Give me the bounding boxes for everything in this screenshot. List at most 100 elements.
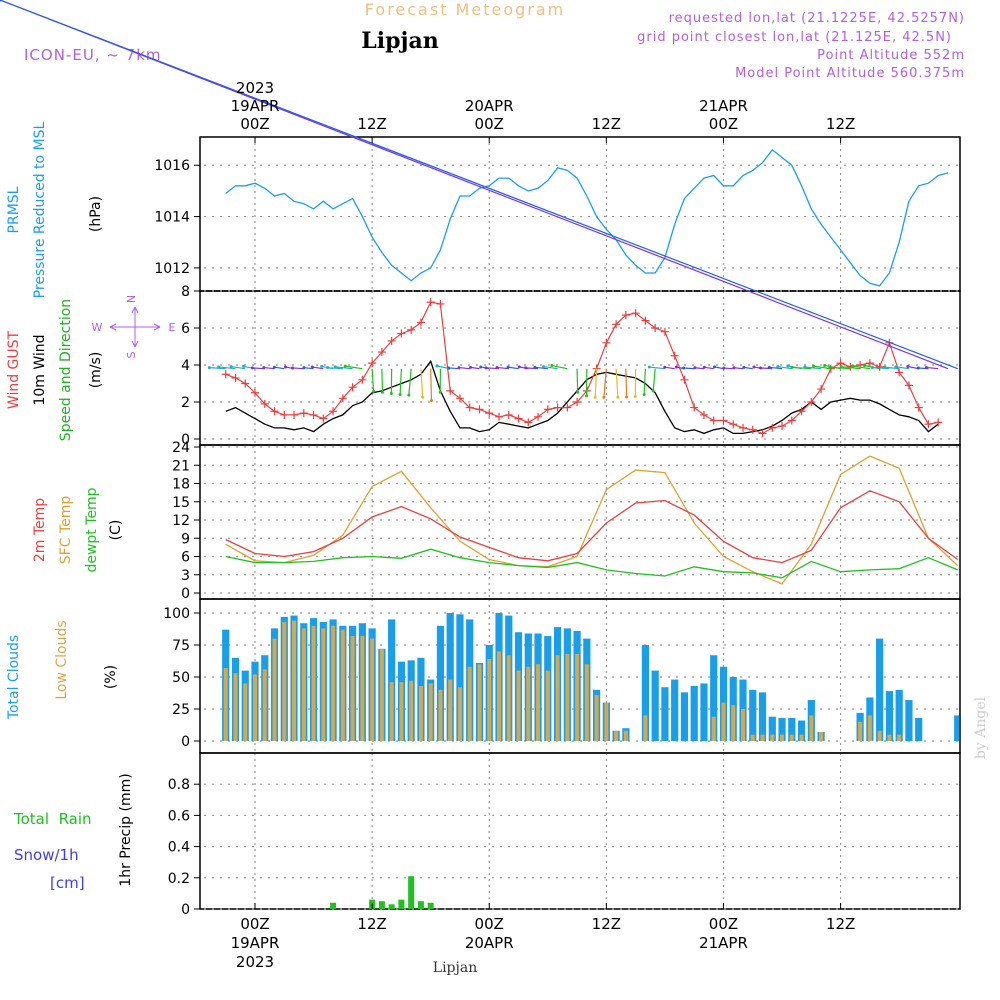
low-cloud-bar — [516, 670, 521, 741]
gust-marker — [651, 324, 660, 332]
low-cloud-bar — [409, 680, 414, 741]
gust-marker — [495, 412, 503, 421]
wind-arrow-head — [389, 391, 393, 395]
wind-arrow-head — [372, 389, 376, 393]
y-tick-label: 9 — [181, 531, 190, 547]
wind-arrow-head — [828, 365, 832, 369]
temp-unit: (C) — [108, 520, 124, 541]
wind-direction-arrow — [777, 365, 792, 370]
wind-direction-arrow — [576, 368, 579, 393]
gridpoint-coords: grid point closest lon,lat (21.125E, 42.… — [637, 30, 952, 45]
low-cloud-bar — [282, 621, 287, 741]
gust-marker — [231, 373, 240, 382]
wind-arrow-head — [326, 366, 330, 370]
y-tick-label: 12 — [172, 513, 190, 529]
low-cloud-bar — [253, 674, 257, 741]
wind-direction-arrow — [791, 366, 812, 370]
low-cloud-bar — [418, 685, 423, 741]
credit: by Angel — [973, 696, 989, 759]
requested-coords: requested lon,lat (21.1225E, 42.5257N) — [669, 11, 965, 26]
bottom-time-label: 20APR — [465, 934, 514, 952]
top-time-label: 20APR — [465, 97, 514, 115]
gust-marker — [719, 416, 728, 425]
bottom-time-label: 2023 — [236, 953, 274, 971]
low-cloud-bar — [506, 655, 511, 741]
gust-marker — [670, 351, 679, 360]
total-cloud-bar — [388, 619, 396, 741]
low-cloud-bar — [575, 653, 580, 741]
snow-unit: [cm] — [50, 874, 85, 892]
low-cloud-bar — [867, 715, 872, 741]
wind-arrow-head — [803, 365, 807, 369]
wind-direction-arrow — [252, 367, 265, 370]
wind-direction-arrow — [594, 368, 598, 398]
t2m-line — [225, 490, 959, 564]
top-time-label: 12Z — [592, 115, 621, 133]
low-cloud-bar — [760, 734, 765, 741]
gust-marker — [602, 338, 611, 347]
wind-arrow-head — [291, 366, 295, 370]
gust-marker — [612, 320, 621, 329]
compass-w: W — [92, 321, 103, 334]
wind-arrow-head — [435, 364, 439, 368]
bottom-time-label: 12Z — [357, 915, 386, 933]
model-altitude: Model Point Altitude 560.375m — [735, 66, 965, 81]
sfc-ylabel: SFC Temp — [58, 496, 74, 565]
wind-arrow-head — [407, 393, 411, 397]
total-cloud-bar — [700, 683, 708, 741]
low-cloud-bar — [360, 636, 365, 741]
y-tick-label: 0.6 — [168, 808, 190, 824]
gust-marker — [221, 370, 230, 379]
wind-direction-arrow — [884, 366, 900, 370]
total-cloud-bar — [758, 692, 767, 741]
sfc-temp-line — [225, 455, 959, 585]
y-tick-label: 4 — [181, 358, 190, 374]
compass-s: S — [125, 351, 138, 358]
wind-direction-arrow — [263, 366, 275, 370]
wind-direction-arrow — [0, 0, 958, 370]
gust-marker — [475, 405, 484, 414]
wind-arrow-head — [576, 390, 580, 394]
y-tick-label: 15 — [172, 495, 190, 511]
gust-marker — [865, 359, 874, 368]
gust-marker — [377, 348, 386, 357]
gust-marker — [241, 379, 250, 388]
wind-direction-arrow — [829, 366, 851, 370]
wind-arrow-head — [262, 366, 266, 370]
wind-arrow-head — [217, 365, 221, 369]
panels: 1012 1014 1016 PRMSL Pressure Reduced to MSL… — [0, 0, 961, 971]
wind-arrow-head — [398, 392, 402, 396]
gust-marker — [787, 416, 796, 425]
bottom-time-label: 21APR — [699, 934, 748, 952]
gust-marker — [338, 394, 347, 403]
top-time-label: 2023 — [236, 79, 274, 97]
wind-direction-arrow — [649, 366, 665, 370]
total-cloud-bar — [671, 679, 679, 741]
t2m-ylabel: 2m Temp — [32, 498, 48, 562]
y-tick-label: 2 — [181, 395, 190, 411]
gust-marker — [729, 420, 738, 429]
wind-direction-arrow — [551, 364, 568, 370]
gust-marker — [397, 329, 406, 338]
low-cloud-bar — [457, 687, 462, 741]
footer-location: Lipjan — [433, 960, 477, 976]
total-cloud-bar — [436, 625, 445, 741]
wind-direction-arrow — [209, 367, 226, 370]
gust-marker — [416, 318, 425, 327]
gust-marker — [504, 410, 513, 419]
total-cloud-bar — [876, 638, 884, 741]
total-cloud-bar — [710, 655, 718, 741]
dewpt-line — [225, 548, 958, 579]
pressure-unit: (hPa) — [88, 196, 104, 232]
product-title: Forecast Meteogram — [365, 0, 565, 19]
wind-direction-arrow — [231, 365, 246, 370]
wind-direction-arrow — [615, 368, 619, 398]
wind-direction-arrow — [895, 366, 910, 370]
gust-marker — [524, 418, 533, 427]
bottom-time-label: 00Z — [475, 915, 504, 933]
wind-arrow-head — [320, 364, 324, 368]
gust-marker — [563, 403, 572, 412]
y-tick-label: 18 — [172, 477, 190, 493]
wind-arrow-head — [786, 364, 790, 368]
wind-direction-arrow — [496, 366, 509, 370]
